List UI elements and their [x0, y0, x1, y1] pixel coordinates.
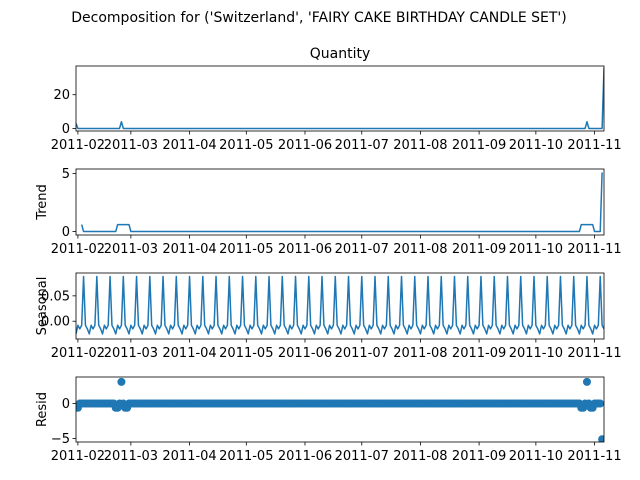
panel-title: Quantity — [310, 46, 371, 62]
seasonal-line — [76, 275, 604, 335]
x-tick-label: 2011-05 — [219, 242, 273, 257]
y-tick-label: −5 — [51, 432, 70, 447]
resid-point — [596, 399, 604, 408]
x-tick-label: 2011-02 — [51, 138, 105, 153]
x-tick-label: 2011-05 — [219, 346, 273, 361]
x-tick-label: 2011-02 — [51, 242, 105, 257]
x-tick-label: 2011-09 — [452, 242, 506, 257]
x-tick-label: 2011-03 — [104, 346, 158, 361]
data-layer — [76, 275, 604, 335]
x-tick-label: 2011-06 — [278, 346, 332, 361]
x-tick-label: 2011-11 — [567, 346, 621, 361]
x-tick-label: 2011-07 — [335, 346, 389, 361]
x-tick-label: 2011-07 — [335, 449, 389, 464]
axes-frame — [75, 376, 605, 443]
y-axis-label: Resid — [35, 392, 50, 427]
x-tick-label: 2011-08 — [393, 449, 447, 464]
y-tick-label: 0.05 — [41, 289, 70, 304]
y-tick-label: 0.00 — [41, 315, 70, 330]
axes-frame — [75, 272, 605, 340]
x-tick-label: 2011-11 — [567, 242, 621, 257]
y-tick-label: 5 — [62, 167, 70, 182]
suptitle: Decomposition for ('Switzerland', 'FAIRY… — [71, 10, 566, 26]
x-tick-label: 2011-11 — [567, 449, 621, 464]
series-line — [80, 172, 603, 233]
x-tick-label: 2011-06 — [278, 138, 332, 153]
resid-point — [117, 377, 126, 386]
x-tick-label: 2011-04 — [162, 346, 216, 361]
y-axis-label: Seasonal — [35, 277, 50, 336]
x-tick-label: 2011-10 — [509, 449, 563, 464]
x-tick-label: 2011-09 — [452, 346, 506, 361]
y-tick-label: 20 — [53, 88, 70, 103]
x-tick-label: 2011-03 — [104, 242, 158, 257]
x-tick-label: 2011-11 — [567, 138, 621, 153]
series-line — [76, 67, 604, 130]
y-tick-label: 0 — [62, 122, 70, 137]
x-tick-label: 2011-06 — [278, 449, 332, 464]
x-tick-label: 2011-02 — [51, 346, 105, 361]
axes-frame — [75, 168, 605, 236]
y-tick-label: 0 — [62, 397, 70, 412]
x-tick-label: 2011-10 — [509, 346, 563, 361]
x-tick-label: 2011-07 — [335, 138, 389, 153]
x-tick-label: 2011-04 — [162, 449, 216, 464]
x-tick-label: 2011-08 — [393, 138, 447, 153]
y-axis-label: Trend — [35, 184, 50, 221]
x-tick-label: 2011-10 — [509, 138, 563, 153]
data-layer — [76, 377, 604, 442]
x-tick-label: 2011-03 — [104, 138, 158, 153]
x-tick-label: 2011-06 — [278, 242, 332, 257]
y-tick-label: 0 — [62, 225, 70, 240]
x-tick-label: 2011-10 — [509, 242, 563, 257]
x-tick-label: 2011-02 — [51, 449, 105, 464]
x-tick-label: 2011-09 — [452, 449, 506, 464]
data-layer — [76, 67, 604, 130]
x-tick-label: 2011-05 — [219, 138, 273, 153]
x-tick-label: 2011-05 — [219, 449, 273, 464]
axes-frame — [75, 65, 605, 132]
x-tick-label: 2011-08 — [393, 242, 447, 257]
resid-point — [582, 377, 591, 386]
x-tick-label: 2011-03 — [104, 449, 158, 464]
x-tick-label: 2011-08 — [393, 346, 447, 361]
x-tick-label: 2011-07 — [335, 242, 389, 257]
x-tick-label: 2011-09 — [452, 138, 506, 153]
x-tick-label: 2011-04 — [162, 242, 216, 257]
x-tick-label: 2011-04 — [162, 138, 216, 153]
resid-point — [598, 435, 604, 442]
data-layer — [80, 172, 603, 233]
